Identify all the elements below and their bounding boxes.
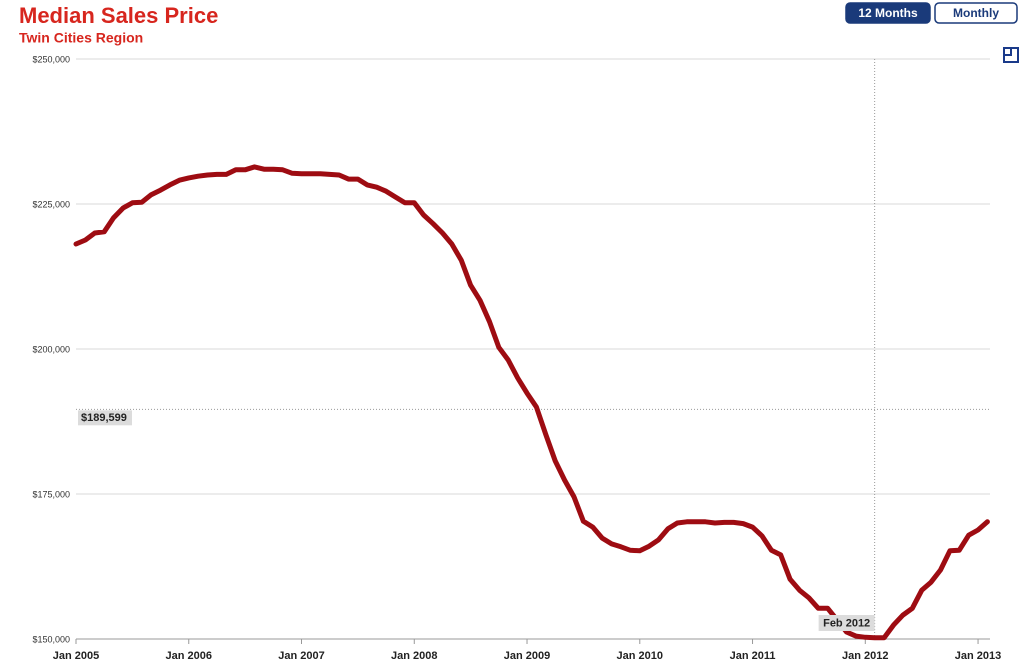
chart-subtitle: Twin Cities Region bbox=[19, 30, 143, 46]
range-button[interactable] bbox=[934, 2, 1018, 24]
crosshair-y-label: $189,599 bbox=[81, 412, 127, 424]
x-tick-label: Jan 2008 bbox=[391, 650, 437, 662]
expand-icon[interactable] bbox=[1003, 47, 1019, 63]
x-tick-label: Jan 2005 bbox=[53, 650, 99, 662]
crosshair-x-label: Feb 2012 bbox=[823, 617, 870, 629]
y-tick-label: $150,000 bbox=[32, 634, 70, 644]
x-tick-label: Jan 2013 bbox=[955, 650, 1001, 662]
x-tick-label: Jan 2007 bbox=[278, 650, 324, 662]
x-tick-label: Jan 2011 bbox=[730, 650, 776, 662]
range-button-label[interactable]: 12 Months bbox=[858, 6, 918, 20]
x-tick-label: Jan 2006 bbox=[166, 650, 212, 662]
y-tick-label: $175,000 bbox=[32, 489, 70, 499]
range-button[interactable] bbox=[845, 2, 931, 24]
crosshair-x-label-box bbox=[818, 615, 875, 631]
chart-title: Median Sales Price bbox=[19, 3, 218, 28]
y-tick-label: $250,000 bbox=[32, 54, 70, 64]
expand-icon-inner[interactable] bbox=[1004, 48, 1012, 56]
price-line bbox=[73, 164, 990, 641]
range-button-label[interactable]: Monthly bbox=[953, 6, 999, 20]
crosshair-y-label-box bbox=[78, 410, 132, 426]
y-tick-label: $200,000 bbox=[32, 344, 70, 354]
x-tick-label: Jan 2010 bbox=[617, 650, 663, 662]
x-tick-label: Jan 2009 bbox=[504, 650, 550, 662]
x-tick-label: Jan 2012 bbox=[842, 650, 888, 662]
y-tick-label: $225,000 bbox=[32, 199, 70, 209]
